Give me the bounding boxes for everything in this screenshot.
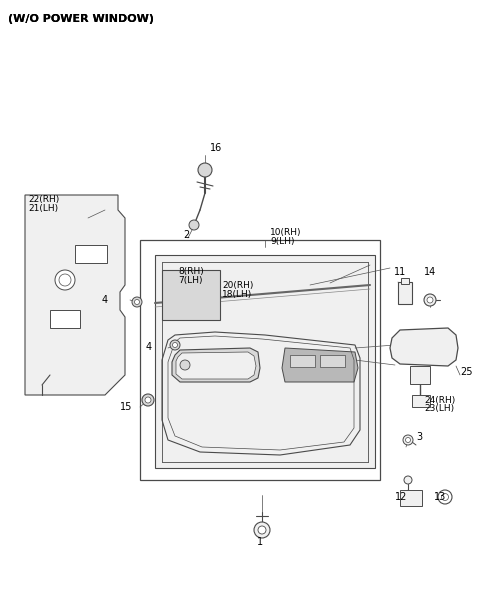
Circle shape: [55, 270, 75, 290]
Text: 23(LH): 23(LH): [424, 405, 454, 413]
Text: 22(RH): 22(RH): [28, 195, 59, 204]
Circle shape: [180, 360, 190, 370]
Text: 18(LH): 18(LH): [222, 290, 252, 299]
Text: 2: 2: [184, 230, 190, 240]
Text: 9(LH): 9(LH): [270, 237, 295, 246]
Circle shape: [145, 397, 151, 403]
Circle shape: [59, 274, 71, 286]
Circle shape: [189, 220, 199, 230]
Polygon shape: [172, 348, 260, 382]
Bar: [140, 240, 380, 480]
Text: (W/O POWER WINDOW): (W/O POWER WINDOW): [8, 14, 154, 24]
Bar: [320, 355, 345, 367]
Text: 15: 15: [120, 402, 132, 412]
Text: 13: 13: [434, 492, 446, 502]
Bar: [400, 490, 422, 506]
Polygon shape: [176, 352, 256, 379]
Polygon shape: [162, 270, 220, 320]
Text: 11: 11: [394, 267, 406, 277]
Bar: [398, 282, 412, 304]
Circle shape: [170, 340, 180, 350]
Circle shape: [258, 526, 266, 534]
Circle shape: [403, 435, 413, 445]
Circle shape: [132, 297, 142, 307]
Text: (W/O POWER WINDOW): (W/O POWER WINDOW): [8, 14, 154, 24]
Text: 1: 1: [257, 537, 263, 547]
Polygon shape: [25, 195, 125, 395]
Circle shape: [142, 394, 154, 406]
Bar: [75, 245, 107, 263]
Circle shape: [134, 299, 140, 305]
Text: 20(RH): 20(RH): [222, 280, 253, 290]
Text: 12: 12: [395, 492, 408, 502]
Text: 7(LH): 7(LH): [178, 276, 203, 284]
Bar: [290, 355, 315, 367]
Text: 25: 25: [460, 367, 472, 377]
Text: 21(LH): 21(LH): [28, 204, 58, 213]
Circle shape: [172, 342, 178, 348]
Polygon shape: [282, 348, 358, 382]
Text: 8(RH): 8(RH): [178, 266, 204, 276]
Text: 16: 16: [210, 143, 222, 153]
Bar: [410, 366, 430, 384]
Circle shape: [198, 163, 212, 177]
Text: 24(RH): 24(RH): [424, 395, 455, 405]
Text: 4: 4: [146, 342, 152, 352]
Bar: [412, 395, 430, 407]
Text: 10(RH): 10(RH): [270, 227, 301, 237]
Circle shape: [427, 297, 433, 303]
Text: 4: 4: [102, 295, 108, 305]
Circle shape: [424, 294, 436, 306]
Text: 14: 14: [424, 267, 436, 277]
Polygon shape: [155, 255, 375, 468]
Bar: [50, 310, 80, 328]
Circle shape: [254, 522, 270, 538]
Circle shape: [442, 494, 448, 501]
Circle shape: [438, 490, 452, 504]
Circle shape: [406, 438, 410, 442]
Polygon shape: [390, 328, 458, 366]
Text: 3: 3: [416, 432, 422, 442]
Circle shape: [404, 476, 412, 484]
Bar: [401, 278, 409, 284]
